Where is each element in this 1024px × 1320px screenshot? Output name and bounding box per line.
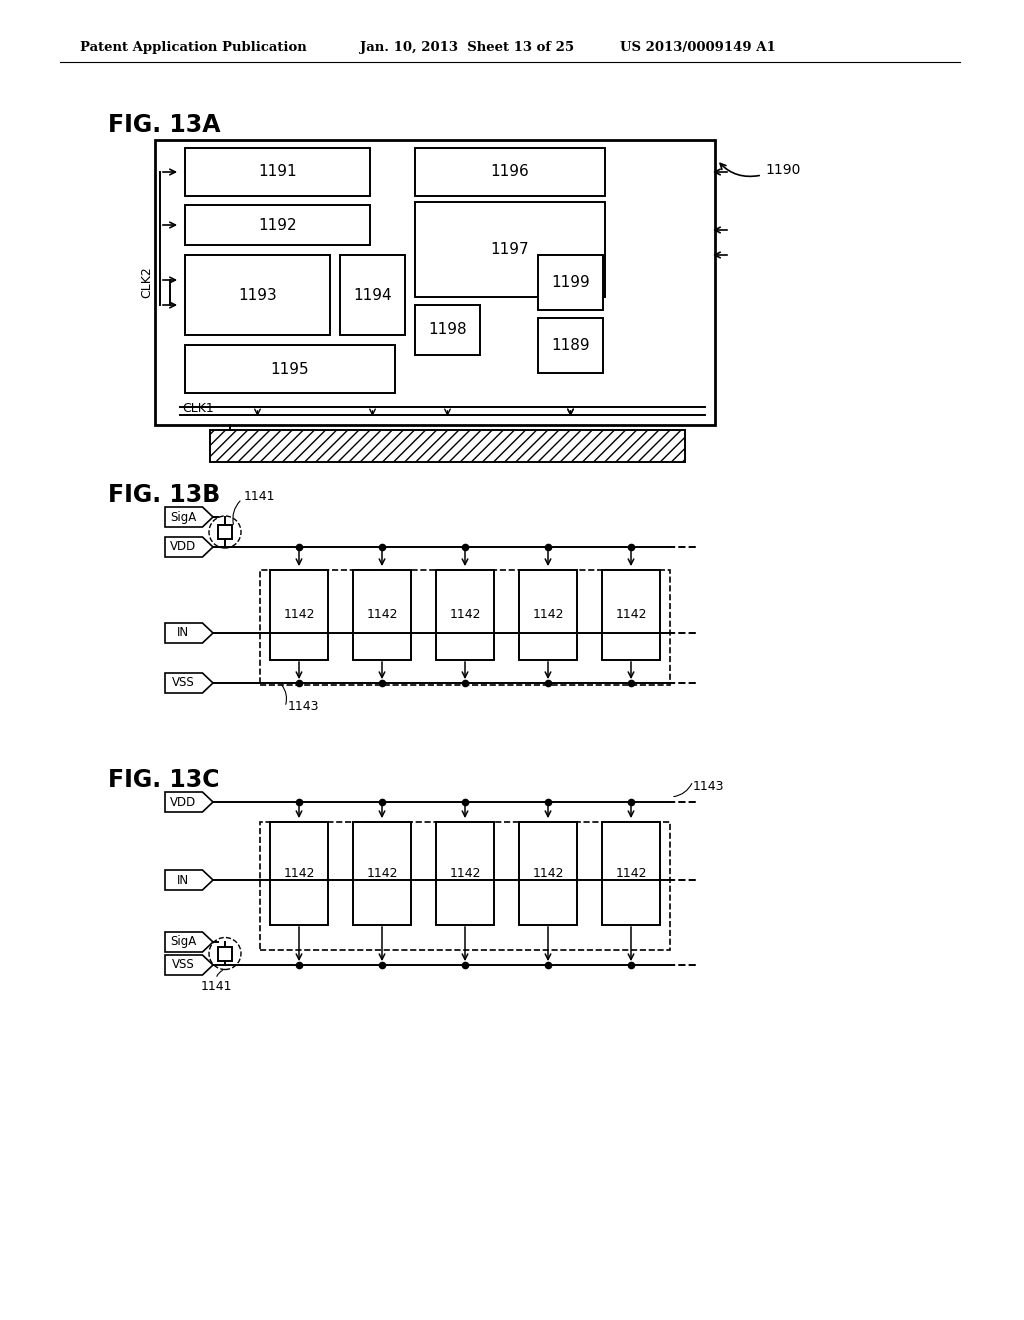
- Text: 1142: 1142: [367, 867, 397, 880]
- Text: FIG. 13C: FIG. 13C: [108, 768, 219, 792]
- Polygon shape: [165, 537, 213, 557]
- Text: 1142: 1142: [284, 609, 314, 622]
- Bar: [602, 822, 660, 925]
- Bar: [155, 140, 715, 425]
- Bar: [436, 570, 494, 660]
- Text: 1189: 1189: [551, 338, 590, 352]
- Text: US 2013/0009149 A1: US 2013/0009149 A1: [620, 41, 776, 54]
- Text: 1141: 1141: [201, 981, 231, 994]
- Text: CLK1: CLK1: [182, 403, 214, 416]
- Text: 1142: 1142: [532, 609, 564, 622]
- Bar: [538, 255, 603, 310]
- Text: 1142: 1142: [284, 867, 314, 880]
- Bar: [185, 205, 370, 246]
- Bar: [602, 570, 660, 660]
- Polygon shape: [165, 623, 213, 643]
- Bar: [340, 255, 406, 335]
- Text: 1199: 1199: [551, 275, 590, 290]
- Bar: [415, 202, 605, 297]
- Polygon shape: [165, 673, 213, 693]
- Bar: [260, 570, 670, 685]
- Text: Patent Application Publication: Patent Application Publication: [80, 41, 307, 54]
- Bar: [218, 525, 232, 539]
- Text: 1142: 1142: [450, 867, 480, 880]
- Polygon shape: [165, 954, 213, 975]
- Bar: [185, 345, 395, 393]
- Text: FIG. 13A: FIG. 13A: [108, 114, 220, 137]
- Bar: [260, 822, 670, 950]
- Bar: [185, 148, 370, 195]
- Text: FIG. 13B: FIG. 13B: [108, 483, 220, 507]
- Bar: [353, 570, 411, 660]
- Bar: [185, 255, 330, 335]
- Text: SigA: SigA: [170, 936, 197, 949]
- Text: 1143: 1143: [693, 780, 725, 793]
- Bar: [519, 570, 577, 660]
- Text: 1196: 1196: [490, 165, 529, 180]
- Bar: [436, 822, 494, 925]
- Text: VDD: VDD: [170, 540, 197, 553]
- Text: 1192: 1192: [258, 218, 297, 232]
- Text: 1194: 1194: [353, 288, 392, 302]
- Polygon shape: [165, 792, 213, 812]
- Bar: [353, 822, 411, 925]
- Bar: [538, 318, 603, 374]
- Bar: [218, 946, 232, 961]
- Bar: [415, 305, 480, 355]
- Text: 1195: 1195: [270, 362, 309, 376]
- Text: 1191: 1191: [258, 165, 297, 180]
- Text: 1197: 1197: [490, 242, 529, 257]
- Text: 1143: 1143: [288, 701, 319, 714]
- Polygon shape: [165, 870, 213, 890]
- Text: 1142: 1142: [615, 867, 647, 880]
- Text: 1190: 1190: [765, 162, 801, 177]
- Text: 1142: 1142: [615, 609, 647, 622]
- Bar: [270, 822, 328, 925]
- Bar: [210, 430, 685, 462]
- Text: VDD: VDD: [170, 796, 197, 808]
- Text: 1142: 1142: [532, 867, 564, 880]
- Polygon shape: [165, 507, 213, 527]
- Polygon shape: [165, 932, 213, 952]
- Text: SigA: SigA: [170, 511, 197, 524]
- Text: CLK2: CLK2: [140, 267, 154, 298]
- Text: VSS: VSS: [172, 676, 195, 689]
- Bar: [415, 148, 605, 195]
- Text: IN: IN: [177, 874, 189, 887]
- Text: VSS: VSS: [172, 958, 195, 972]
- Text: Jan. 10, 2013  Sheet 13 of 25: Jan. 10, 2013 Sheet 13 of 25: [360, 41, 574, 54]
- Bar: [270, 570, 328, 660]
- Text: 1198: 1198: [428, 322, 467, 338]
- Text: 1141: 1141: [244, 491, 275, 503]
- Bar: [519, 822, 577, 925]
- Text: 1142: 1142: [450, 609, 480, 622]
- Text: 1193: 1193: [239, 288, 276, 302]
- Text: 1142: 1142: [367, 609, 397, 622]
- Text: IN: IN: [177, 627, 189, 639]
